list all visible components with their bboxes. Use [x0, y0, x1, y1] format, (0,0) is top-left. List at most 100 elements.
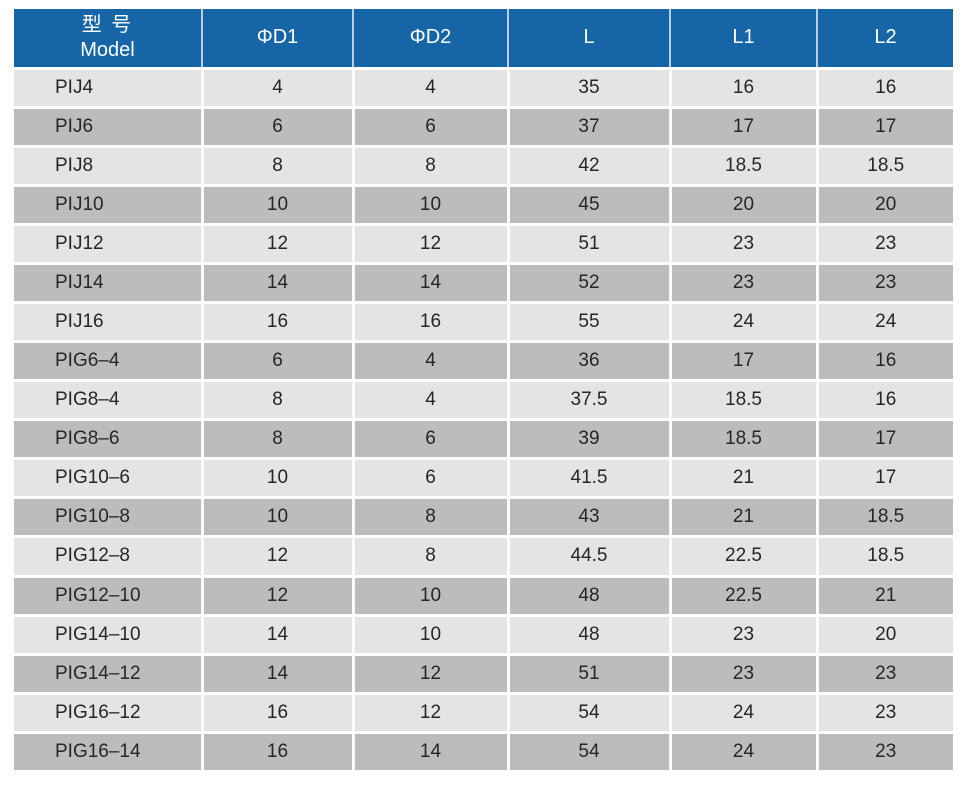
value-cell: 54 [506, 732, 670, 774]
model-cell: PIJ10 [14, 185, 202, 226]
value-cell: 51 [506, 654, 670, 695]
value-cell: 10 [200, 497, 353, 539]
value-cell: 18.5 [668, 380, 817, 422]
value-cell: 16 [815, 380, 953, 422]
value-cell: 8 [200, 146, 353, 187]
table-row: PIJ10 10 10 45 20 20 [14, 185, 953, 226]
value-cell: 44.5 [506, 536, 670, 578]
value-cell: 10 [351, 185, 508, 226]
value-cell: 12 [351, 224, 508, 265]
value-cell: 12 [351, 654, 508, 695]
value-cell: 23 [668, 263, 817, 304]
value-cell: 4 [351, 380, 508, 422]
value-cell: 6 [351, 458, 508, 500]
value-cell: 48 [506, 615, 670, 656]
value-cell: 8 [351, 146, 508, 187]
value-cell: 45 [506, 185, 670, 226]
value-cell: 8 [200, 419, 353, 461]
model-spec-table-container: 型 号 Model ΦD1 ΦD2 L L1 L2 PIJ4 4 4 35 16 16 PI… [14, 9, 953, 774]
model-cell: PIG16–14 [14, 732, 202, 774]
value-cell: 8 [351, 536, 508, 578]
value-cell: 41.5 [506, 458, 670, 500]
model-cell: PIJ6 [14, 107, 202, 148]
value-cell: 21 [815, 576, 953, 617]
model-cell: PIG12–8 [14, 536, 202, 578]
value-cell: 24 [668, 693, 817, 734]
model-cell: PIG16–12 [14, 693, 202, 734]
value-cell: 18.5 [668, 419, 817, 461]
value-cell: 6 [351, 419, 508, 461]
model-cell: PIG10–8 [14, 497, 202, 539]
value-cell: 4 [200, 68, 353, 109]
value-cell: 14 [200, 654, 353, 695]
column-header-model: 型 号 Model [14, 9, 202, 70]
value-cell: 39 [506, 419, 670, 461]
model-cell: PIJ14 [14, 263, 202, 304]
column-header-model-en: Model [80, 38, 135, 61]
model-cell: PIG14–12 [14, 654, 202, 695]
value-cell: 23 [815, 263, 953, 304]
value-cell: 21 [668, 497, 817, 539]
value-cell: 23 [815, 224, 953, 265]
value-cell: 6 [351, 107, 508, 148]
value-cell: 17 [815, 419, 953, 461]
value-cell: 37.5 [506, 380, 670, 422]
value-cell: 54 [506, 693, 670, 734]
value-cell: 37 [506, 107, 670, 148]
value-cell: 16 [200, 732, 353, 774]
value-cell: 23 [815, 732, 953, 774]
value-cell: 14 [200, 263, 353, 304]
value-cell: 42 [506, 146, 670, 187]
value-cell: 16 [668, 68, 817, 109]
table-row: PIG8–6 8 6 39 18.5 17 [14, 419, 953, 461]
value-cell: 6 [200, 107, 353, 148]
value-cell: 16 [200, 693, 353, 734]
table-row: PIG14–12 14 12 51 23 23 [14, 654, 953, 695]
value-cell: 23 [668, 615, 817, 656]
value-cell: 10 [351, 576, 508, 617]
value-cell: 17 [815, 458, 953, 500]
value-cell: 14 [200, 615, 353, 656]
value-cell: 52 [506, 263, 670, 304]
model-cell: PIG8–4 [14, 380, 202, 422]
table-row: PIJ12 12 12 51 23 23 [14, 224, 953, 265]
value-cell: 20 [815, 615, 953, 656]
table-row: PIJ4 4 4 35 16 16 [14, 68, 953, 109]
value-cell: 17 [668, 107, 817, 148]
value-cell: 12 [200, 224, 353, 265]
table-row: PIG14–10 14 10 48 23 20 [14, 615, 953, 656]
value-cell: 10 [351, 615, 508, 656]
model-spec-table: 型 号 Model ΦD1 ΦD2 L L1 L2 PIJ4 4 4 35 16 16 PI… [14, 9, 953, 774]
value-cell: 18.5 [815, 536, 953, 578]
column-header-d2: ΦD2 [352, 9, 508, 70]
table-header-row: 型 号 Model ΦD1 ΦD2 L L1 L2 [14, 9, 953, 70]
table-row: PIJ6 6 6 37 17 17 [14, 107, 953, 148]
value-cell: 20 [815, 185, 953, 226]
value-cell: 12 [200, 576, 353, 617]
model-cell: PIG12–10 [14, 576, 202, 617]
value-cell: 4 [351, 341, 508, 383]
table-row: PIG6–4 6 4 36 17 16 [14, 341, 953, 383]
value-cell: 43 [506, 497, 670, 539]
value-cell: 16 [200, 302, 353, 344]
value-cell: 22.5 [668, 576, 817, 617]
column-header-d1: ΦD1 [201, 9, 353, 70]
model-cell: PIJ8 [14, 146, 202, 187]
value-cell: 17 [815, 107, 953, 148]
value-cell: 8 [351, 497, 508, 539]
value-cell: 48 [506, 576, 670, 617]
model-cell: PIJ4 [14, 68, 202, 109]
table-row: PIG10–8 10 8 43 21 18.5 [14, 497, 953, 539]
value-cell: 16 [815, 68, 953, 109]
value-cell: 16 [351, 302, 508, 344]
value-cell: 12 [200, 536, 353, 578]
column-header-l1: L1 [669, 9, 817, 70]
table-body: PIJ4 4 4 35 16 16 PIJ6 6 6 37 17 17 PIJ8 8 8 42 18.5 18.5… [14, 68, 953, 774]
table-row: PIJ8 8 8 42 18.5 18.5 [14, 146, 953, 187]
value-cell: 55 [506, 302, 670, 344]
column-header-l: L [507, 9, 670, 70]
value-cell: 8 [200, 380, 353, 422]
value-cell: 10 [200, 185, 353, 226]
table-row: PIJ14 14 14 52 23 23 [14, 263, 953, 304]
value-cell: 23 [668, 654, 817, 695]
